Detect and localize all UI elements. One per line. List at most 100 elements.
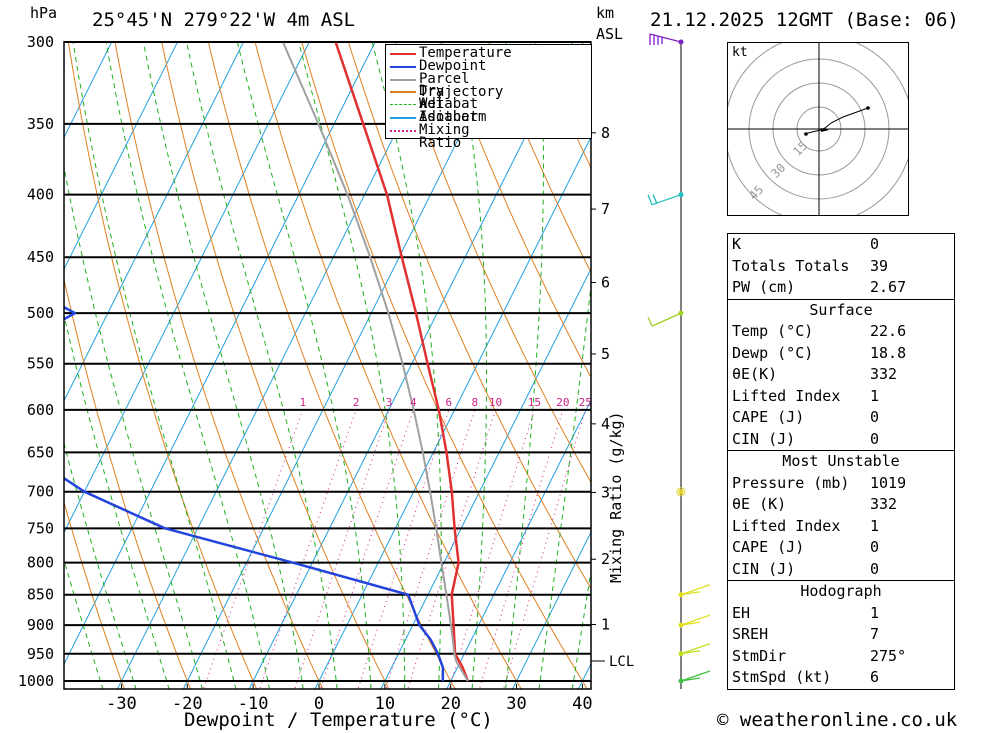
pressure-tick-label: 550 <box>27 355 54 373</box>
isotherm-line <box>64 42 244 402</box>
wind-barb-marker <box>678 489 684 495</box>
km-label: km <box>596 4 615 22</box>
wet-adiabat-line <box>64 165 204 690</box>
wind-barb <box>680 614 711 626</box>
index-value: 22.6 <box>870 322 907 340</box>
mixing-ratio-line <box>319 409 414 690</box>
index-value: 1019 <box>870 473 907 492</box>
index-value: 0 <box>870 408 880 426</box>
isotherm-line <box>64 42 113 139</box>
index-value: 0 <box>870 429 880 448</box>
index-label: K <box>732 235 742 253</box>
isotherm-line <box>511 530 591 690</box>
location-title: 25°45'N 279°22'W 4m ASL <box>92 9 356 31</box>
legend-swatch <box>390 53 416 55</box>
x-tick-label: -20 <box>172 694 203 714</box>
hodograph-panel: kt 15 30 45 <box>724 34 914 224</box>
wind-barb <box>649 33 682 45</box>
temperature-profile <box>334 42 469 682</box>
pressure-tick-label: 350 <box>27 115 54 133</box>
isotherm-line <box>313 135 591 690</box>
chart-legend: Temperature Dewpoint Parcel Trajectory Dry … <box>385 44 592 150</box>
index-row: Pressure (mb) 1019 <box>728 473 955 495</box>
mixing-ratio-line <box>293 409 390 690</box>
dry-adiabat-line <box>161 42 390 690</box>
index-label: Pressure (mb) <box>732 473 850 492</box>
mixing-ratio-tick-label: 8 <box>471 396 478 409</box>
wet-adiabat-line <box>142 42 304 690</box>
index-row: StmDir 275° <box>728 646 955 668</box>
index-label: Lifted Index <box>732 386 841 405</box>
dry-adiabat-line <box>347 42 591 590</box>
pressure-tick-label: 650 <box>27 443 54 461</box>
mixing-ratio-tick-label: 15 <box>528 396 541 409</box>
index-value: 332 <box>870 365 898 383</box>
index-row: θE (K) 332 <box>728 494 955 516</box>
wet-adiabat-line <box>64 313 170 690</box>
dry-adiabat-line <box>67 42 258 690</box>
index-section-title: Most Unstable <box>727 450 955 473</box>
index-value: 1 <box>870 516 880 535</box>
dry-adiabat-line <box>301 42 589 690</box>
x-tick-label: 10 <box>375 694 395 714</box>
index-row: StmSpd (kt) 6 <box>728 667 955 689</box>
index-value: 2.67 <box>870 278 907 296</box>
x-tick-label: -10 <box>238 694 269 714</box>
hodograph-plot: 15 30 45 <box>724 34 914 224</box>
index-value: 0 <box>870 559 880 578</box>
hodograph-ring-45: 45 <box>746 183 766 203</box>
legend-label: Parcel Trajectory <box>419 70 504 100</box>
km-tick-label: 4 <box>601 415 610 433</box>
mixing-ratio-line <box>502 409 586 690</box>
dry-adiabat-line <box>114 42 324 690</box>
legend-swatch <box>390 129 416 132</box>
isotherm-line <box>379 267 591 690</box>
index-label: Lifted Index <box>732 516 841 535</box>
index-label: CAPE (J) <box>732 408 805 426</box>
wet-adiabat-line <box>64 558 104 690</box>
legend-label: Dewpoint <box>419 57 487 74</box>
mixing-ratio-tick-label: 25 <box>579 396 592 409</box>
index-row: SREH 7 <box>728 624 955 646</box>
legend-swatch <box>390 78 416 81</box>
index-row: CAPE (J) 0 <box>728 537 955 559</box>
legend-swatch <box>390 65 416 68</box>
dry-adiabat-line <box>64 500 126 690</box>
dewpoint-profile <box>64 305 445 682</box>
isotherm-line <box>445 399 591 690</box>
km-tick-label: 1 <box>601 615 610 633</box>
parcel-trajectory-profile <box>281 42 469 682</box>
wind-barb <box>680 670 711 682</box>
credit-text: © weatheronline.co.uk <box>717 709 958 731</box>
km-tick-label: 6 <box>601 274 610 292</box>
legend-swatch <box>390 91 416 94</box>
index-value: 275° <box>870 646 907 665</box>
mixing-ratio-tick-label: 6 <box>445 396 452 409</box>
pressure-tick-label: 800 <box>27 554 54 572</box>
index-value: 1 <box>870 386 880 405</box>
mixing-ratio-tick-label: 4 <box>410 396 417 409</box>
pressure-tick-label: 400 <box>27 186 54 204</box>
wind-barb <box>647 312 682 327</box>
hodograph-ring-30: 30 <box>768 161 788 181</box>
wet-adiabat-line <box>298 42 406 690</box>
legend-label: Dry Adiabat <box>419 83 479 113</box>
legend-label: Wet Adiabat <box>419 96 479 126</box>
mixing-ratio-line <box>448 409 535 690</box>
dry-adiabat-line <box>487 42 591 274</box>
wind-barb <box>680 584 711 596</box>
index-section-title: Surface <box>727 298 955 321</box>
pressure-tick-label: 850 <box>27 586 54 604</box>
index-label: SREH <box>732 625 769 643</box>
km-tick-label: 2 <box>601 550 610 568</box>
index-label: CIN (J) <box>732 429 796 448</box>
wet-adiabat-line <box>236 42 372 690</box>
isotherm-line <box>64 42 179 271</box>
dry-adiabat-line <box>978 5 1000 707</box>
km-tick-label: 8 <box>601 124 610 142</box>
wind-barb <box>647 194 682 206</box>
dry-adiabat-line <box>441 42 591 379</box>
hodograph-trace <box>803 107 869 135</box>
mixing-ratio-tick-label: 2 <box>353 396 360 409</box>
index-value: 0 <box>870 538 880 556</box>
